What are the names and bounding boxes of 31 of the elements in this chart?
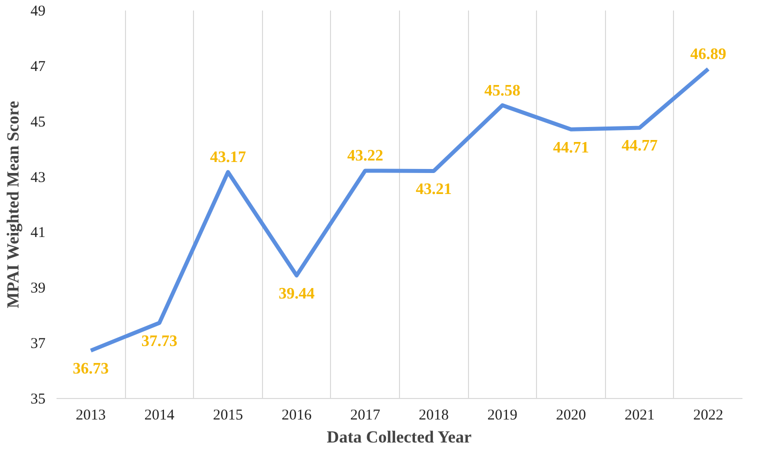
data-label: 37.73 [141, 332, 178, 350]
data-label: 46.89 [690, 46, 726, 63]
data-label: 44.71 [553, 139, 589, 156]
x-tick-label: 2019 [487, 408, 518, 424]
data-label: 45.58 [484, 82, 520, 100]
y-tick-label: 49 [30, 4, 46, 20]
data-label: 39.44 [278, 285, 315, 302]
data-label: 43.21 [416, 180, 452, 198]
y-axis-title: MPAI Weighted Mean Score [4, 100, 22, 308]
y-tick-label: 35 [30, 392, 46, 408]
data-label: 43.17 [210, 149, 246, 166]
x-tick-label: 2018 [418, 408, 449, 424]
data-label: 36.73 [72, 360, 109, 378]
x-tick-label: 2014 [144, 408, 175, 424]
y-tick-label: 39 [30, 280, 46, 297]
data-label: 43.22 [347, 148, 384, 165]
y-tick-label: 47 [30, 58, 46, 75]
y-tick-label: 41 [30, 225, 46, 242]
x-tick-label: 2022 [693, 408, 724, 424]
line-series [88, 66, 710, 353]
x-tick-label: 2013 [76, 408, 106, 424]
y-tick-label: 37 [30, 336, 46, 352]
x-tick-label: 2020 [556, 408, 586, 424]
x-axis-title: Data Collected Year [326, 428, 472, 446]
x-tick-label: 2016 [282, 408, 312, 424]
x-tick-label: 2021 [624, 408, 655, 424]
data-label: 44.77 [622, 138, 658, 155]
y-tick-label: 45 [30, 114, 46, 130]
x-tick-label: 2015 [213, 408, 243, 424]
y-tick-label: 43 [30, 170, 46, 186]
x-tick-label: 2017 [350, 408, 381, 424]
